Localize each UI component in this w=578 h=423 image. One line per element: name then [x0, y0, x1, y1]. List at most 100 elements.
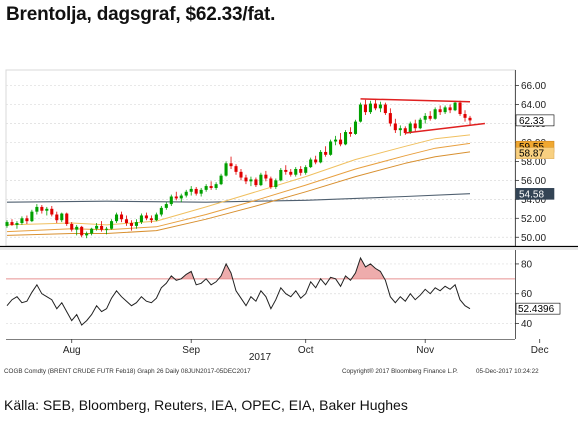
candle-body-57 [289, 171, 293, 175]
ma-mid-line [6, 142, 471, 233]
price-tick-label-4: 58.00 [521, 157, 546, 168]
candle-body-16 [85, 233, 89, 236]
price-tick-label-1: 52.00 [521, 214, 546, 225]
candle-body-13 [70, 223, 74, 230]
candle-body-60 [304, 167, 308, 173]
price-label-2: 58.87 [519, 149, 544, 160]
candle-body-85 [428, 115, 432, 119]
candle-body-90 [453, 102, 457, 111]
candle-body-84 [423, 115, 427, 120]
ma-slow-line [6, 151, 471, 236]
chart-title: Brentolja, dagsgraf, $62.33/fat. [6, 4, 276, 25]
candle-body-37 [189, 188, 193, 192]
x-tick-label-0: Aug [63, 345, 81, 356]
candle-body-77 [388, 113, 392, 124]
candle-body-7 [40, 206, 44, 211]
trend-line-upper [360, 98, 471, 103]
candle-body-87 [438, 109, 442, 113]
candle-body-41 [209, 186, 213, 188]
candle-body-69 [348, 132, 353, 134]
rsi-overbought-fill [169, 258, 385, 279]
price-tick-label-2: 54.00 [521, 195, 546, 206]
candle-body-49 [249, 179, 253, 182]
candle-body-0 [5, 222, 9, 226]
candle-body-78 [393, 123, 397, 131]
candle-body-46 [234, 166, 238, 172]
rsi-axis: 40 60 80 [515, 250, 533, 339]
candle-body-83 [418, 119, 422, 129]
moving-averages [6, 134, 471, 236]
candle-body-30 [154, 214, 158, 221]
candle-body-3 [20, 218, 24, 224]
candle-body-18 [95, 225, 99, 229]
candle-body-52 [264, 174, 268, 179]
trend-line-lower [405, 122, 485, 134]
candle-body-82 [413, 123, 417, 129]
candlesticks [5, 98, 472, 239]
price-tick-label-8: 66.00 [521, 81, 546, 92]
price-label-box-3 [515, 188, 555, 200]
x-tick-label-3: Nov [416, 345, 434, 356]
candle-body-40 [204, 186, 208, 190]
price-label-box-0 [515, 114, 555, 127]
candle-body-86 [433, 109, 437, 119]
candle-body-19 [100, 225, 104, 230]
rsi-last-label-box [515, 302, 561, 315]
candle-body-45 [229, 163, 233, 167]
candle-body-65 [329, 141, 333, 155]
candle-body-6 [35, 206, 39, 212]
candle-body-55 [279, 169, 283, 181]
ma-200-line [6, 193, 471, 203]
candle-body-27 [139, 215, 143, 223]
candle-body-51 [259, 174, 263, 186]
candle-body-11 [60, 213, 64, 221]
candle-body-81 [408, 123, 412, 133]
candle-body-22 [114, 214, 119, 222]
candle-body-29 [149, 218, 153, 221]
candle-body-88 [443, 107, 447, 113]
candle-body-63 [319, 151, 323, 163]
price-label-0: 62.33 [519, 116, 544, 127]
rsi-series-line [6, 256, 471, 326]
candle-body-14 [75, 226, 79, 230]
candle-body-59 [299, 169, 303, 173]
candle-body-44 [224, 163, 228, 176]
candle-body-43 [219, 175, 223, 185]
candle-body-79 [398, 128, 402, 131]
source-note: Källa: SEB, Bloomberg, Reuters, IEA, OPE… [4, 397, 408, 413]
candle-body-42 [214, 184, 218, 188]
footer-left: COGB Comdty (BRENT CRUDE FUTR Feb18) Gra… [4, 368, 251, 375]
candle-body-70 [353, 121, 358, 134]
rsi-grid [6, 263, 515, 324]
x-axis: Aug Sep Oct Nov Dec [63, 339, 549, 356]
candle-body-24 [124, 219, 129, 224]
candle-body-9 [50, 208, 54, 215]
candle-body-80 [403, 128, 407, 133]
candle-body-12 [65, 213, 69, 224]
rsi-fill-area [351, 258, 385, 279]
price-label-box-2 [515, 147, 555, 159]
candle-body-20 [105, 228, 109, 230]
candle-body-64 [324, 151, 328, 155]
candle-body-47 [239, 171, 243, 178]
ma-fast-line [6, 134, 471, 226]
candle-body-50 [254, 179, 258, 186]
candle-body-38 [194, 188, 198, 194]
candle-body-89 [448, 107, 452, 111]
trend-lines [360, 98, 485, 134]
candle-body-34 [174, 196, 178, 199]
candle-body-31 [159, 207, 163, 215]
candle-body-74 [373, 103, 377, 109]
footer-right: 05-Dec-2017 10:24:22 [476, 368, 539, 375]
price-label-3: 54.58 [519, 189, 544, 200]
candle-body-92 [463, 114, 467, 118]
candle-body-68 [343, 132, 348, 145]
candle-body-32 [164, 204, 168, 208]
candle-body-17 [90, 228, 94, 234]
candle-body-5 [30, 211, 34, 222]
price-tick-label-7: 64.00 [521, 100, 546, 111]
rsi-tick-label-0: 40 [521, 319, 533, 330]
rsi-last-label: 52.4396 [515, 302, 561, 315]
rsi-fill-area [181, 271, 194, 279]
rsi-fill-area [218, 263, 233, 279]
